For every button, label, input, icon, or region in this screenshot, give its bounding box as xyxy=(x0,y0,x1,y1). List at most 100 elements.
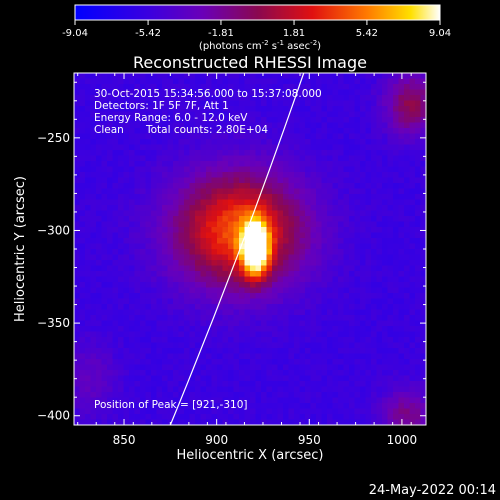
heatmap-cell xyxy=(277,359,284,366)
heatmap-cell xyxy=(420,122,426,129)
heatmap-cell xyxy=(266,122,273,129)
heatmap-cell xyxy=(151,408,158,415)
heatmap-cell xyxy=(173,392,180,399)
heatmap-cell xyxy=(255,408,262,415)
heatmap-cell xyxy=(415,100,422,107)
heatmap-cell xyxy=(85,194,92,201)
heatmap-cell xyxy=(272,133,279,140)
heatmap-cell xyxy=(79,359,86,366)
heatmap-cell xyxy=(101,199,108,206)
heatmap-cell xyxy=(107,188,114,195)
heatmap-cell xyxy=(327,293,334,300)
heatmap-cell xyxy=(145,309,152,316)
heatmap-cell xyxy=(277,194,284,201)
heatmap-cell xyxy=(332,254,339,261)
heatmap-cell xyxy=(255,414,262,421)
heatmap-cell xyxy=(228,348,235,355)
heatmap-cell xyxy=(118,364,125,371)
heatmap-cell xyxy=(217,238,224,245)
heatmap-cell xyxy=(371,287,378,294)
heatmap-cell xyxy=(123,353,130,360)
heatmap-cell xyxy=(74,210,81,217)
heatmap-cell xyxy=(398,309,405,316)
heatmap-cell xyxy=(371,397,378,404)
heatmap-cell xyxy=(101,414,108,421)
heatmap-cell xyxy=(140,144,147,151)
heatmap-cell xyxy=(123,210,130,217)
heatmap-cell xyxy=(79,287,86,294)
heatmap-cell xyxy=(156,364,163,371)
heatmap-cell xyxy=(420,144,426,151)
heatmap-cell xyxy=(365,419,372,425)
heatmap-cell xyxy=(360,243,367,250)
heatmap-cell xyxy=(118,227,125,234)
heatmap-cell xyxy=(167,188,174,195)
heatmap-cell xyxy=(261,254,268,261)
heatmap-cell xyxy=(398,161,405,168)
heatmap-cell xyxy=(283,177,290,184)
heatmap-cell xyxy=(365,100,372,107)
heatmap-cell xyxy=(222,177,229,184)
heatmap-cell xyxy=(327,392,334,399)
heatmap-cell xyxy=(310,205,317,212)
heatmap-cell xyxy=(90,397,97,404)
heatmap-cell xyxy=(266,359,273,366)
heatmap-cell xyxy=(239,419,246,425)
heatmap-cell xyxy=(129,326,136,333)
heatmap-cell xyxy=(360,392,367,399)
heatmap-cell xyxy=(96,271,103,278)
heatmap-cell xyxy=(107,419,114,425)
heatmap-cell xyxy=(112,144,119,151)
heatmap-cell xyxy=(239,254,246,261)
heatmap-cell xyxy=(173,155,180,162)
heatmap-cell xyxy=(327,89,334,96)
heatmap-cell xyxy=(371,144,378,151)
heatmap-cell xyxy=(96,243,103,250)
heatmap-cell xyxy=(404,139,411,146)
heatmap-cell xyxy=(178,89,185,96)
heatmap-cell xyxy=(85,144,92,151)
heatmap-cell xyxy=(283,172,290,179)
heatmap-cell xyxy=(145,260,152,267)
heatmap-cell xyxy=(74,359,81,366)
heatmap-cell xyxy=(288,304,295,311)
heatmap-cell xyxy=(112,397,119,404)
heatmap-cell xyxy=(145,117,152,124)
heatmap-cell xyxy=(123,122,130,129)
heatmap-cell xyxy=(393,315,400,322)
heatmap-cell xyxy=(162,386,169,393)
heatmap-cell xyxy=(200,254,207,261)
heatmap-cell xyxy=(371,78,378,85)
heatmap-cell xyxy=(217,84,224,91)
heatmap-cell xyxy=(305,128,312,135)
heatmap-cell xyxy=(294,188,301,195)
heatmap-cell xyxy=(420,337,426,344)
heatmap-cell xyxy=(151,122,158,129)
heatmap-cell xyxy=(167,353,174,360)
heatmap-cell xyxy=(415,232,422,239)
heatmap-cell xyxy=(393,397,400,404)
heatmap-cell xyxy=(338,117,345,124)
heatmap-cell xyxy=(420,117,426,124)
heatmap-cell xyxy=(167,150,174,157)
heatmap-cell xyxy=(162,139,169,146)
heatmap-cell xyxy=(96,128,103,135)
heatmap-cell xyxy=(74,408,81,415)
heatmap-cell xyxy=(178,381,185,388)
heatmap-cell xyxy=(211,177,218,184)
heatmap-cell xyxy=(332,227,339,234)
heatmap-cell xyxy=(206,177,213,184)
heatmap-cell xyxy=(338,144,345,151)
heatmap-cell xyxy=(206,161,213,168)
heatmap-cell xyxy=(189,254,196,261)
heatmap-cell xyxy=(327,117,334,124)
heatmap-cell xyxy=(365,287,372,294)
heatmap-cell xyxy=(371,326,378,333)
heatmap-cell xyxy=(217,392,224,399)
heatmap-cell xyxy=(283,243,290,250)
heatmap-cell xyxy=(233,73,240,80)
heatmap-cell xyxy=(189,89,196,96)
heatmap-cell xyxy=(321,106,328,113)
heatmap-cell xyxy=(239,276,246,283)
heatmap-cell xyxy=(206,293,213,300)
